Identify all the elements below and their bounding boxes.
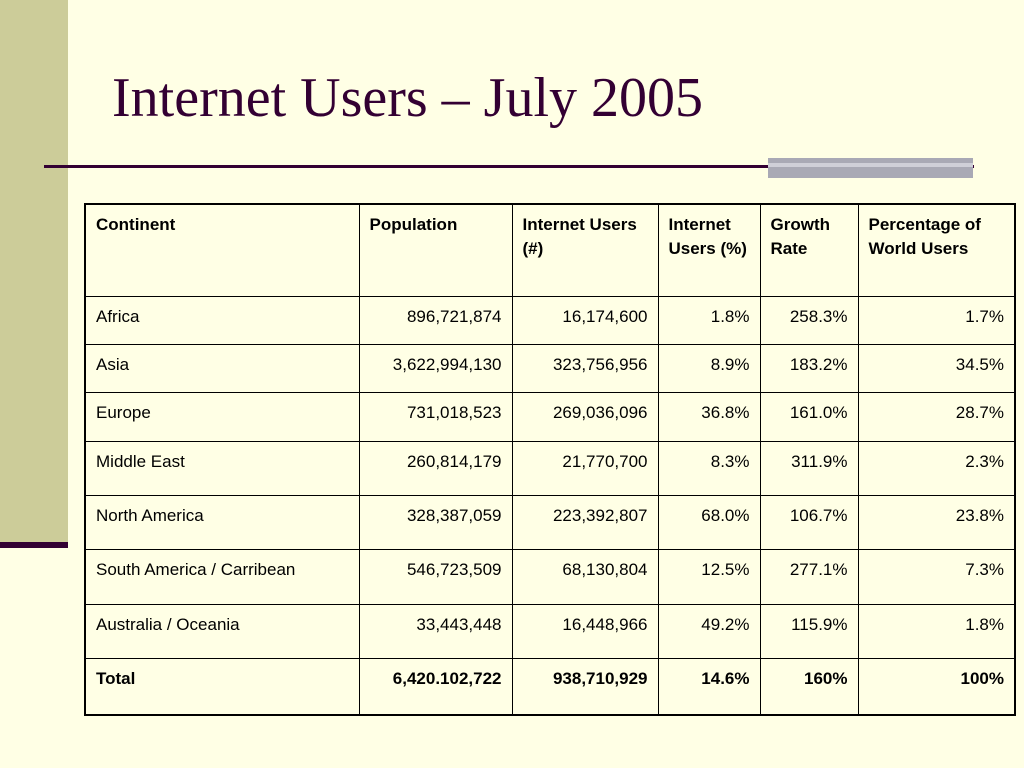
table-total-row: Total 6,420.102,722 938,710,929 14.6% 16… <box>84 658 1016 716</box>
header-percentage-world-users: Percentage of World Users <box>857 203 1016 297</box>
table-row: Africa 896,721,874 16,174,600 1.8% 258.3… <box>84 295 1016 345</box>
header-internet-users-count: Internet Users (#) <box>511 203 659 297</box>
header-growth-rate: Growth Rate <box>759 203 859 297</box>
header-population: Population <box>358 203 513 297</box>
cell-percentage-world-users: 7.3% <box>857 549 1016 605</box>
cell-internet-users-percent: 49.2% <box>657 603 761 660</box>
cell-internet-users-count: 323,756,956 <box>511 343 659 394</box>
title-rule-accent <box>768 158 973 178</box>
cell-population: 328,387,059 <box>358 494 513 551</box>
cell-continent: North America <box>84 494 360 551</box>
total-label: Total <box>84 658 360 716</box>
cell-continent: Africa <box>84 295 360 345</box>
cell-continent: Australia / Oceania <box>84 603 360 660</box>
cell-internet-users-count: 16,174,600 <box>511 295 659 345</box>
cell-internet-users-percent: 8.3% <box>657 440 761 496</box>
table-row: Australia / Oceania 33,443,448 16,448,96… <box>84 603 1016 660</box>
cell-internet-users-count: 269,036,096 <box>511 392 659 442</box>
header-internet-users-percent: Internet Users (%) <box>657 203 761 297</box>
total-percentage-world-users: 100% <box>857 658 1016 716</box>
cell-percentage-world-users: 2.3% <box>857 440 1016 496</box>
cell-population: 33,443,448 <box>358 603 513 660</box>
table-row: Europe 731,018,523 269,036,096 36.8% 161… <box>84 392 1016 442</box>
total-internet-users-count: 938,710,929 <box>511 658 659 716</box>
cell-continent: Middle East <box>84 440 360 496</box>
cell-continent: Europe <box>84 392 360 442</box>
left-decor-accent <box>0 542 68 548</box>
table-row: North America 328,387,059 223,392,807 68… <box>84 494 1016 551</box>
table-row: Middle East 260,814,179 21,770,700 8.3% … <box>84 440 1016 496</box>
cell-population: 260,814,179 <box>358 440 513 496</box>
cell-internet-users-percent: 12.5% <box>657 549 761 605</box>
cell-continent: Asia <box>84 343 360 394</box>
cell-growth-rate: 161.0% <box>759 392 859 442</box>
cell-internet-users-count: 21,770,700 <box>511 440 659 496</box>
cell-percentage-world-users: 1.8% <box>857 603 1016 660</box>
cell-percentage-world-users: 34.5% <box>857 343 1016 394</box>
table-row: South America / Carribean 546,723,509 68… <box>84 549 1016 605</box>
cell-percentage-world-users: 28.7% <box>857 392 1016 442</box>
cell-continent: South America / Carribean <box>84 549 360 605</box>
cell-internet-users-percent: 8.9% <box>657 343 761 394</box>
cell-growth-rate: 115.9% <box>759 603 859 660</box>
table-header-row: Continent Population Internet Users (#) … <box>84 203 1016 297</box>
cell-growth-rate: 258.3% <box>759 295 859 345</box>
cell-population: 896,721,874 <box>358 295 513 345</box>
cell-percentage-world-users: 1.7% <box>857 295 1016 345</box>
cell-internet-users-percent: 1.8% <box>657 295 761 345</box>
cell-growth-rate: 311.9% <box>759 440 859 496</box>
cell-population: 731,018,523 <box>358 392 513 442</box>
slide-title: Internet Users – July 2005 <box>112 67 704 129</box>
header-continent: Continent <box>84 203 360 297</box>
title-rule <box>44 165 974 168</box>
cell-growth-rate: 183.2% <box>759 343 859 394</box>
table-row: Asia 3,622,994,130 323,756,956 8.9% 183.… <box>84 343 1016 394</box>
cell-percentage-world-users: 23.8% <box>857 494 1016 551</box>
cell-growth-rate: 106.7% <box>759 494 859 551</box>
internet-users-table: Continent Population Internet Users (#) … <box>84 203 1016 716</box>
cell-internet-users-percent: 68.0% <box>657 494 761 551</box>
cell-growth-rate: 277.1% <box>759 549 859 605</box>
total-internet-users-percent: 14.6% <box>657 658 761 716</box>
cell-internet-users-count: 68,130,804 <box>511 549 659 605</box>
cell-population: 3,622,994,130 <box>358 343 513 394</box>
cell-internet-users-percent: 36.8% <box>657 392 761 442</box>
total-growth-rate: 160% <box>759 658 859 716</box>
cell-internet-users-count: 16,448,966 <box>511 603 659 660</box>
total-population: 6,420.102,722 <box>358 658 513 716</box>
cell-internet-users-count: 223,392,807 <box>511 494 659 551</box>
cell-population: 546,723,509 <box>358 549 513 605</box>
left-decor-bar <box>0 0 68 542</box>
